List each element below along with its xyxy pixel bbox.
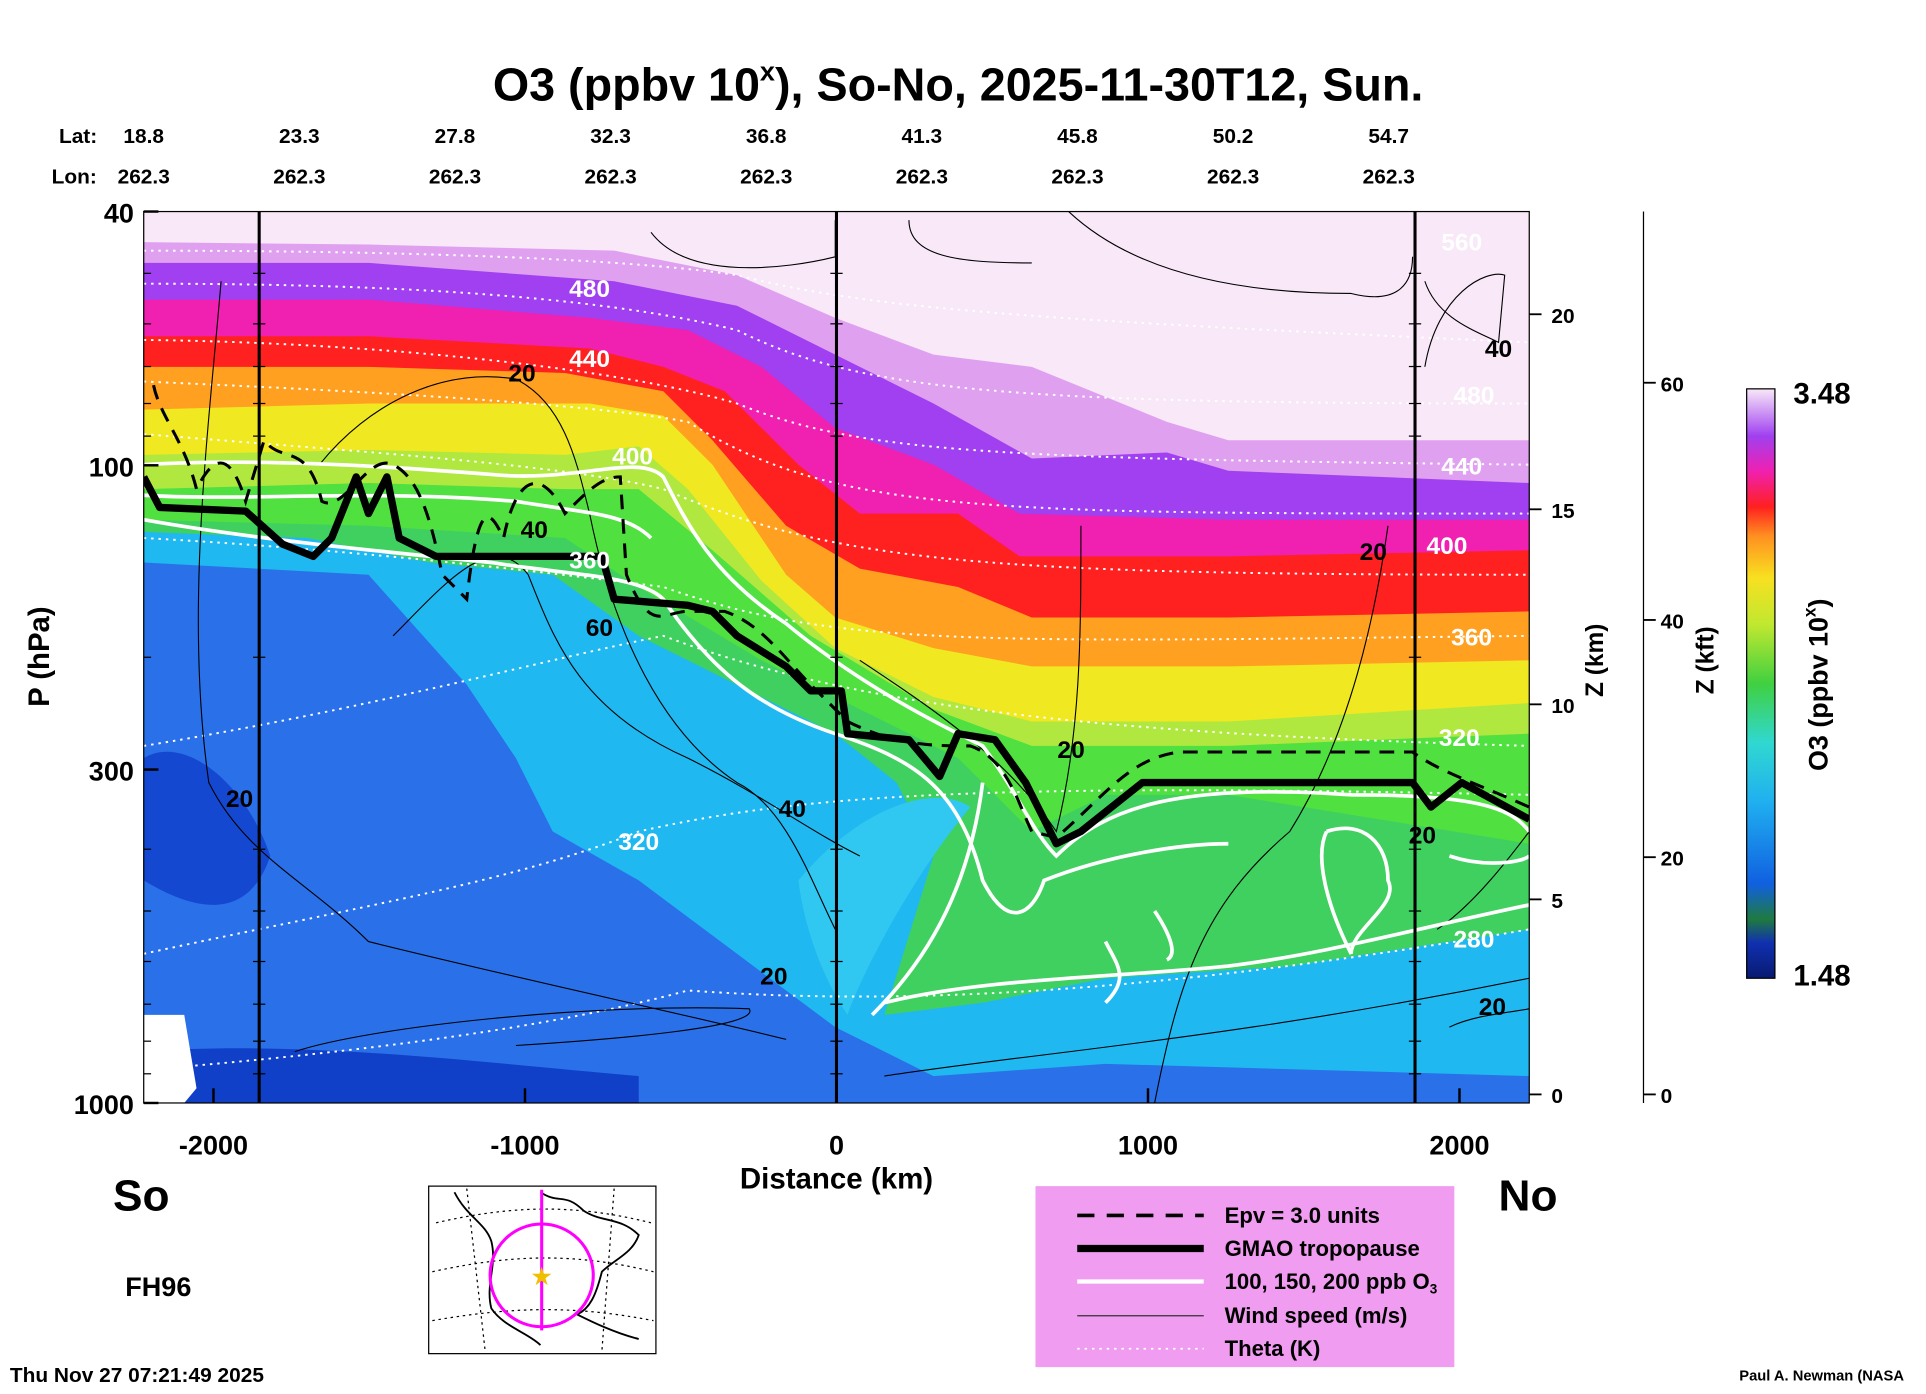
legend-label-theta: Theta (K) [1225, 1336, 1321, 1361]
wind-speed-label: 60 [586, 615, 613, 642]
y-tick-label: 100 [89, 452, 134, 482]
theta-label: 400 [612, 444, 653, 471]
surface-mask [143, 1014, 197, 1103]
colorbar [1746, 388, 1776, 979]
theta-contours [143, 249, 1530, 1071]
theta-label: 400 [1426, 533, 1467, 560]
lat-value: 27.8 [435, 125, 476, 148]
z-km-axis-label: Z (km) [1582, 624, 1609, 697]
lat-lon-header: Lat: Lon: 18.8 262.3 23.3 262.3 27.8 262.3 32.… [52, 125, 1415, 188]
lat-value: 32.3 [590, 125, 631, 148]
colorbar-title: O3 (ppbv 10x) [1799, 599, 1833, 771]
z-kft-tick-label: 40 [1661, 611, 1684, 634]
chart-title: O3 (ppbv 10x), So-No, 2025-11-30T12, Sun… [493, 57, 1424, 110]
lat-value: 54.7 [1368, 125, 1409, 148]
x-tick-label: 2000 [1429, 1130, 1489, 1160]
locator-map: ★ [428, 1185, 657, 1355]
lon-value: 262.3 [429, 165, 481, 188]
x-tick-label: -2000 [179, 1130, 248, 1160]
z-km-tick-label: 5 [1551, 890, 1563, 913]
z-kft-axis-label: Z (kft) [1692, 626, 1719, 694]
theta-label: 320 [1439, 725, 1480, 752]
z-kft-tick-label: 60 [1661, 373, 1684, 396]
ozone-patch [798, 797, 971, 1015]
lat-value: 45.8 [1057, 125, 1098, 148]
lat-value: 18.8 [123, 125, 164, 148]
z-km-tick-label: 20 [1551, 305, 1574, 328]
wind-speed-label: 20 [1409, 823, 1436, 850]
colorbar-min-label: 1.48 [1793, 960, 1850, 993]
wind-speed-label: 40 [1485, 336, 1512, 363]
wind-speed-label: 20 [1057, 737, 1084, 764]
y-tick-label: 40 [104, 199, 134, 229]
wind-speed-label: 20 [1360, 539, 1387, 566]
lon-value: 262.3 [896, 165, 948, 188]
lon-value: 262.3 [118, 165, 170, 188]
wind-speed-label: 20 [1479, 994, 1506, 1021]
legend-label-ozone: 100, 150, 200 ppb O3 [1225, 1269, 1438, 1297]
lon-value: 262.3 [1363, 165, 1415, 188]
lat-label: Lat: [59, 125, 97, 148]
z-kft-tick-label: 20 [1661, 848, 1684, 871]
theta-label: 360 [569, 548, 610, 575]
z-km-tick-label: 15 [1551, 500, 1574, 523]
x-tick-label: 0 [829, 1130, 844, 1160]
theta-label: 360 [1451, 625, 1492, 652]
wind-speed-label: 40 [521, 517, 548, 544]
credit: Paul A. Newman (NASA [1739, 1369, 1904, 1385]
gmao-tropopause-line [143, 473, 1530, 848]
north-label: No [1499, 1172, 1558, 1221]
theta-label: 480 [569, 276, 610, 303]
lon-label: Lon: [52, 165, 97, 188]
wind-speed-label: 20 [508, 361, 535, 388]
legend-label-wind: Wind speed (m/s) [1225, 1303, 1408, 1328]
z-km-tick-label: 0 [1551, 1085, 1563, 1108]
center-star-icon: ★ [532, 1264, 552, 1289]
z-kft-tick-label: 0 [1661, 1085, 1673, 1108]
lat-value: 50.2 [1213, 125, 1254, 148]
y-tick-label: 300 [89, 757, 134, 787]
y-axis-label: P (hPa) [23, 606, 56, 707]
legend-label-epv: Epv = 3.0 units [1225, 1203, 1380, 1228]
wind-speed-contours [197, 211, 1530, 1103]
y-tick-label: 1000 [74, 1090, 134, 1120]
wind-speed-label: 40 [779, 796, 806, 823]
south-label: So [113, 1172, 170, 1221]
lon-value: 262.3 [584, 165, 636, 188]
lat-value: 41.3 [902, 125, 943, 148]
lon-value: 262.3 [273, 165, 325, 188]
lat-value: 36.8 [746, 125, 787, 148]
lon-value: 262.3 [740, 165, 792, 188]
ozone-contour-field: 20 20 40 60 40 20 20 20 20 40 20 480 440 400 360 320 56… [143, 211, 1530, 1103]
ozone-band [143, 211, 1530, 441]
theta-label: 560 [1441, 230, 1482, 257]
axes: 40 100 300 1000 -2000 -1000 0 1000 2000 0 5 10 15 20 0… [74, 199, 1684, 1161]
epv-contour [152, 384, 1530, 840]
theta-label: 280 [1453, 927, 1494, 954]
z-km-tick-label: 10 [1551, 695, 1574, 718]
legend: Epv = 3.0 units GMAO tropopause 100, 150… [1035, 1186, 1455, 1368]
low-ozone-patch [143, 751, 271, 905]
wind-speed-label: 20 [226, 786, 253, 813]
timestamp: Thu Nov 27 07:21:49 2025 [10, 1364, 264, 1387]
forecast-hour-label: FH96 [125, 1272, 191, 1302]
low-ozone-patch [143, 1048, 639, 1103]
x-axis-label: Distance (km) [740, 1163, 933, 1196]
legend-box [1035, 1186, 1455, 1368]
x-tick-label: -1000 [490, 1130, 559, 1160]
theta-label: 440 [569, 346, 610, 373]
legend-label-tropopause: GMAO tropopause [1225, 1236, 1420, 1261]
lon-value: 262.3 [1207, 165, 1259, 188]
lat-value: 23.3 [279, 125, 320, 148]
theta-label: 440 [1441, 453, 1482, 480]
theta-label: 480 [1453, 383, 1494, 410]
lon-value: 262.3 [1051, 165, 1103, 188]
x-tick-label: 1000 [1118, 1130, 1178, 1160]
theta-label: 320 [618, 829, 659, 856]
wind-speed-label: 20 [760, 963, 787, 990]
colorbar-max-label: 3.48 [1793, 378, 1850, 411]
